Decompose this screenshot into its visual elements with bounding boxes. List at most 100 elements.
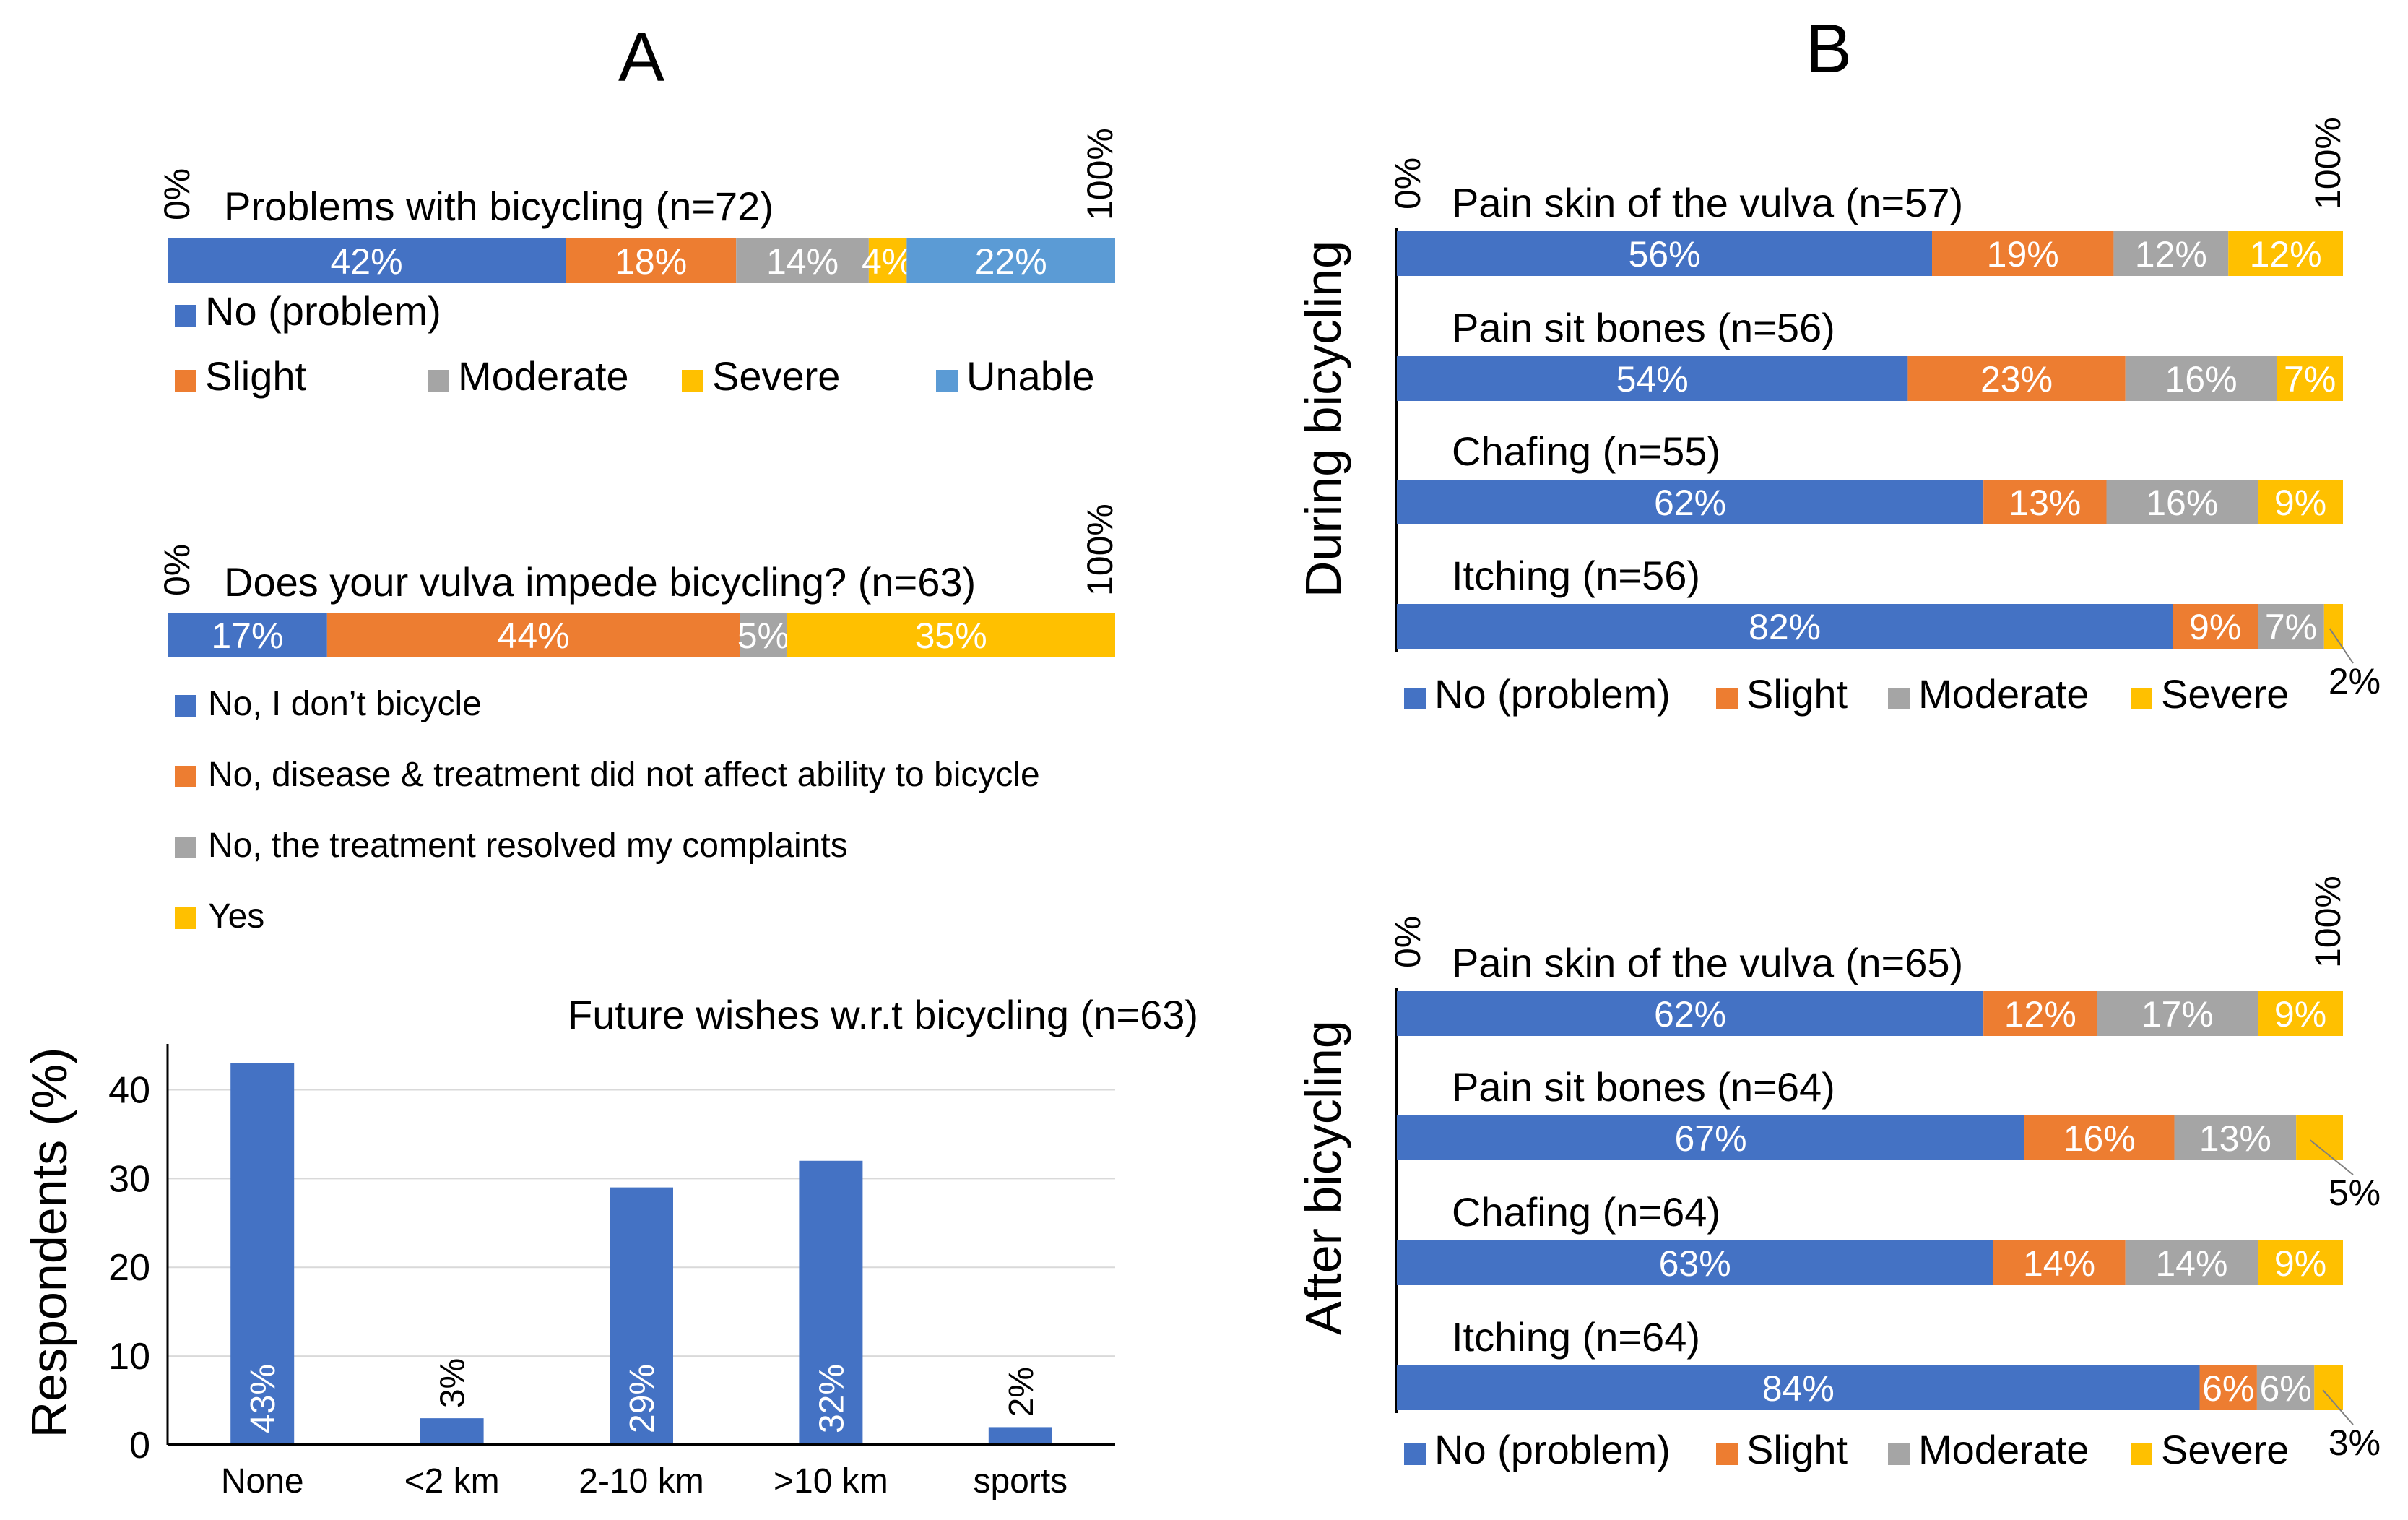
panel-label-b: B [1806,10,1852,87]
bar-a2-label-1: 44% [498,616,570,656]
bar-b3-1-label-3: 7% [2284,359,2336,400]
legend-a2-swatch-1 [175,766,196,787]
y-tick-a3-1: 10 [108,1336,150,1378]
legend-b3-swatch-1 [1716,688,1738,709]
column-a3-4 [988,1427,1052,1445]
bar-b3-1-seg-2 [2125,356,2277,401]
bar-b3-0-label-0: 56% [1628,234,1700,275]
bar-b4-0-label-0: 62% [1654,994,1726,1035]
bar-a1-seg-4 [906,238,1115,283]
column-a3-3 [799,1160,863,1445]
column-a3-0 [230,1063,295,1445]
bar-b4-2-label-2: 14% [2155,1243,2227,1284]
bar-b4-3-seg-1 [2199,1365,2257,1410]
legend-b3-label-2: Moderate [1918,671,2089,717]
bar-a1-seg-1 [566,238,737,283]
y-tick-a3-0: 0 [129,1425,150,1467]
legend-b4-label-3: Severe [2161,1427,2289,1472]
axis-max-label-a1: 100% [1080,128,1120,220]
bar-b4-2-label-0: 63% [1659,1243,1731,1284]
bar-b3-1-seg-0 [1397,356,1908,401]
bar-b3-2-seg-1 [1983,480,2107,524]
bar-b3-3-label-1: 9% [2189,607,2241,647]
legend-a1-label-1: Slight [205,353,307,399]
bar-b4-3-leader-3 [2322,1389,2354,1425]
legend-b4-swatch-0 [1404,1443,1426,1465]
bar-b4-1-label-2: 13% [2199,1118,2271,1159]
bar-b3-2-seg-0 [1397,480,1984,524]
bar-b3-3-label-0: 82% [1749,607,1821,647]
bar-b3-3-seg-0 [1397,604,2173,649]
legend-b4-label-1: Slight [1746,1427,1848,1472]
bar-a1-seg-3 [868,238,907,283]
row-title-b3-0: Pain skin of the vulva (n=57) [1452,180,1963,225]
legend-a1-label-4: Unable [966,353,1094,399]
row-title-b3-3: Itching (n=56) [1452,553,1700,598]
bar-b4-3-label-0: 84% [1762,1368,1835,1409]
bar-b4-0-seg-1 [1983,991,2097,1036]
column-a3-label-2: 29% [623,1364,662,1433]
legend-a2-label-2: No, the treatment resolved my complaints [208,826,848,865]
legend-b3-swatch-2 [1888,688,1910,709]
bar-b3-2-label-0: 62% [1654,483,1726,523]
bar-a2-seg-3 [787,613,1115,657]
group-label-b3: During bicycling [1295,241,1351,597]
legend-b4-swatch-1 [1716,1443,1738,1465]
legend-a1-swatch-3 [682,370,703,392]
bar-a1-label-3: 4% [862,241,914,282]
legend-a1-swatch-2 [428,370,449,392]
bar-a1-label-4: 22% [975,241,1047,282]
bar-b3-1-label-0: 54% [1616,359,1689,400]
bar-a1-label-1: 18% [615,241,687,282]
panel-label-a: A [618,19,664,96]
bar-b3-2-label-1: 13% [2009,483,2081,523]
bar-b4-2-label-1: 14% [2023,1243,2095,1284]
bar-b4-1-seg-2 [2174,1115,2297,1160]
bar-a1-seg-0 [168,238,566,283]
legend-b3-swatch-3 [2131,688,2152,709]
bar-b4-3-seg-3 [2314,1365,2343,1410]
legend-b3-label-3: Severe [2161,671,2289,717]
bar-b3-0-seg-2 [2113,231,2229,276]
bar-b3-3-seg-1 [2173,604,2258,649]
row-title-b3-1: Pain sit bones (n=56) [1452,305,1835,350]
bar-b3-3-seg-2 [2258,604,2324,649]
bar-b4-3-seg-0 [1397,1365,2200,1410]
column-a3-label-0: 43% [244,1364,282,1433]
axis-min-label-b3: 0% [1387,157,1428,210]
chart-layer: 0% 100%Problems with bicycling (n=72)42% 1… [21,117,2381,1500]
legend-a1-label-2: Moderate [458,353,629,399]
bar-a1-label-0: 42% [330,241,402,282]
row-title-b4-1: Pain sit bones (n=64) [1452,1064,1835,1110]
bar-b4-2-seg-3 [2258,1240,2343,1285]
bar-b4-3-label-2: 6% [2259,1368,2311,1409]
legend-b4-swatch-2 [1888,1443,1910,1465]
chart-title-a2: Does your vulva impede bicycling? (n=63) [224,559,976,605]
bar-b3-1-seg-3 [2277,356,2343,401]
legend-a1-label-3: Severe [712,353,840,399]
x-tick-a3-2: 2-10 km [579,1462,703,1500]
bar-a2-label-3: 35% [915,616,987,656]
bar-b4-1-label-0: 67% [1674,1118,1746,1159]
legend-b3-label-0: No (problem) [1434,671,1671,717]
legend-b4-label-0: No (problem) [1434,1427,1671,1472]
bar-b4-2-label-3: 9% [2274,1243,2326,1284]
bar-a1-label-2: 14% [766,241,839,282]
bar-b4-0-label-2: 17% [2141,994,2214,1035]
legend-a2-swatch-2 [175,837,196,858]
bar-b4-0-seg-3 [2258,991,2343,1036]
bar-b4-1-seg-1 [2024,1115,2175,1160]
bar-b4-2-seg-0 [1397,1240,1993,1285]
bar-b4-1-label-1: 16% [2063,1118,2136,1159]
legend-a1-swatch-1 [175,370,196,392]
bar-b3-1-label-1: 23% [1980,359,2053,400]
legend-a2-label-3: Yes [208,897,264,936]
row-title-b4-2: Chafing (n=64) [1452,1189,1720,1235]
legend-a2-swatch-0 [175,695,196,717]
axis-min-label-a1: 0% [157,168,197,220]
bar-a2-label-0: 17% [211,616,283,656]
bar-b3-0-seg-3 [2228,231,2343,276]
y-axis-title-a3: Respondents (%) [21,1048,77,1438]
bar-b4-0-label-1: 12% [2004,994,2076,1035]
